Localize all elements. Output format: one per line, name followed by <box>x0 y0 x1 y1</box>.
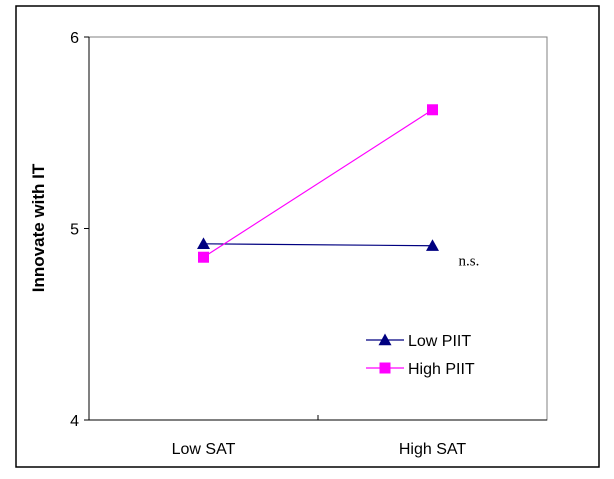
x-tick-label: High SAT <box>399 441 467 458</box>
legend-item: High PIIT <box>366 361 475 378</box>
data-point <box>198 251 209 263</box>
series-line <box>203 243 433 247</box>
plot-area <box>88 36 548 421</box>
annotation-ns: n.s. <box>459 254 480 270</box>
legend-label: High PIIT <box>408 361 475 378</box>
data-point <box>197 237 210 250</box>
y-tick-label: 5 <box>70 222 79 239</box>
y-tick-label: 4 <box>70 413 79 430</box>
x-tick-label: Low SAT <box>172 441 236 458</box>
data-point <box>426 239 439 251</box>
series-high-piit <box>198 104 438 263</box>
series-low-piit <box>197 237 439 251</box>
legend-label: Low PIIT <box>408 333 471 350</box>
y-tick-label: 6 <box>70 30 79 47</box>
y-axis-label: Innovate with IT <box>29 163 48 292</box>
legend: Low PIIT High PIIT <box>366 333 475 378</box>
legend-marker <box>379 362 391 374</box>
data-point <box>427 104 438 116</box>
series-line <box>203 109 433 258</box>
legend-item: Low PIIT <box>366 333 471 350</box>
legend-marker <box>378 333 392 346</box>
